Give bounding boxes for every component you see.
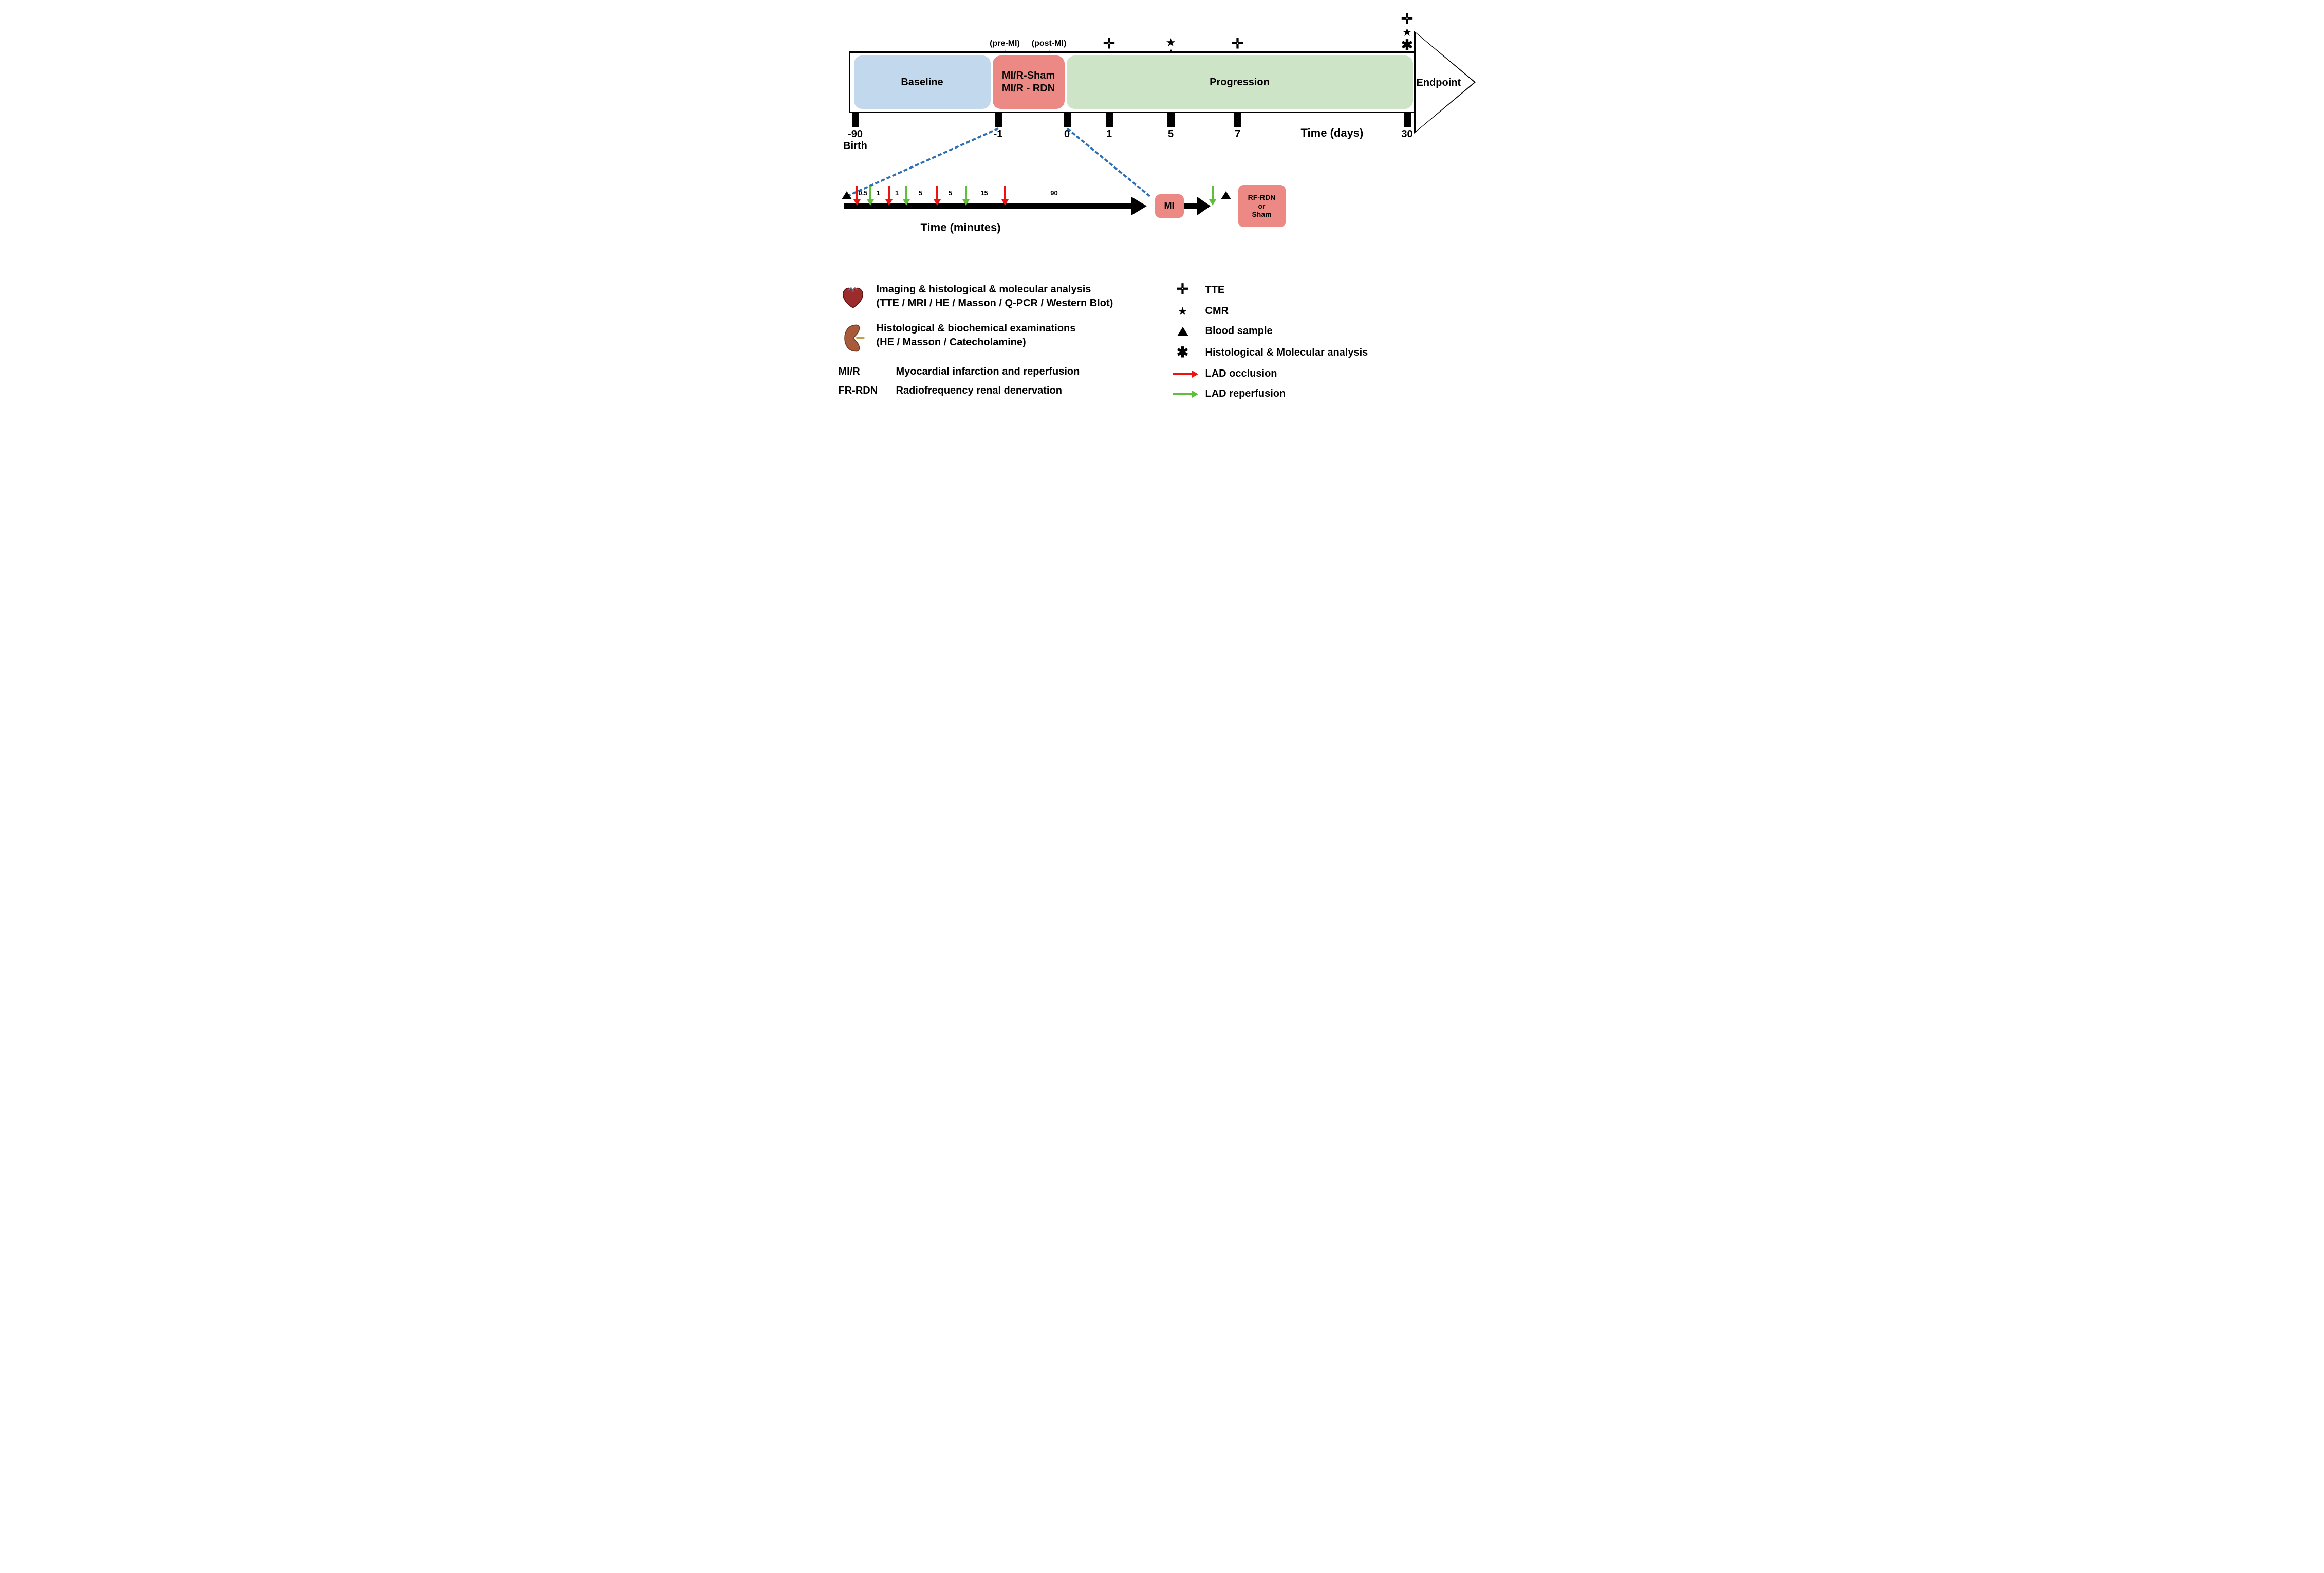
phase-intervention: MI/R-ShamMI/R - RDN	[993, 55, 1065, 109]
mini-box-mi: MI	[1155, 194, 1184, 218]
star-icon: ★	[1401, 27, 1413, 38]
plus-icon: ✛	[1173, 283, 1193, 297]
legend-sym-label: Blood sample	[1205, 325, 1273, 337]
legend-sym-label: CMR	[1205, 305, 1229, 317]
legend-sym-row: Blood sample	[1173, 325, 1486, 337]
tick	[1234, 113, 1241, 127]
reperfusion-arrow-icon	[1173, 393, 1193, 395]
triangle-icon	[1173, 326, 1193, 337]
plus-icon: ✛	[1401, 12, 1413, 27]
legend-sym-row: ★ CMR	[1173, 305, 1486, 317]
phase-progression: Progression	[1067, 55, 1413, 109]
legend-sym-row: LAD reperfusion	[1173, 388, 1486, 400]
abbrev-key: MI/R	[839, 366, 885, 378]
occlusion-arrow-icon	[936, 186, 938, 200]
mini-interval-label: 15	[980, 189, 988, 197]
tick	[852, 113, 859, 127]
tick-label: 30	[1401, 128, 1412, 140]
legend-sym-label: LAD occlusion	[1205, 368, 1277, 380]
triangle-icon	[842, 191, 852, 199]
plus-icon: ✛	[1232, 37, 1243, 51]
tick	[995, 113, 1002, 127]
legend: Imaging & histological & molecular analy…	[839, 283, 1486, 408]
phase-baseline: Baseline	[854, 55, 991, 109]
mini-interval-label: 0.5	[858, 189, 867, 197]
legend-kidney-title: Histological & biochemical examinations	[877, 323, 1076, 334]
legend-kidney-sub: (HE / Masson / Catecholamine)	[877, 337, 1026, 348]
tick	[1404, 113, 1411, 127]
main-timeline: ✛★✛✛★✱ (pre-MI) (post-MI) BaselineMI/R-S…	[839, 21, 1486, 134]
tick	[1106, 113, 1113, 127]
abbrev-row: FR-RDN Radiofrequency renal denervation	[839, 385, 1152, 397]
figure-root: ✛★✛✛★✱ (pre-MI) (post-MI) BaselineMI/R-S…	[839, 21, 1486, 408]
legend-sym-row: ✱ Histological & Molecular analysis	[1173, 345, 1486, 360]
tick-label: 1	[1106, 128, 1112, 140]
endpoint-label: Endpoint	[1417, 77, 1461, 89]
legend-sym-row: ✛ TTE	[1173, 283, 1486, 297]
legend-sym-label: Histological & Molecular analysis	[1205, 347, 1368, 359]
reperfusion-arrow-icon	[905, 186, 907, 200]
plus-icon: ✛	[1103, 37, 1115, 51]
mini-interval-label: 1	[877, 189, 880, 197]
mini-timeline: 0.511551590 MIRF-RDNorSham Time (minutes…	[839, 164, 1486, 262]
abbrev-val: Radiofrequency renal denervation	[896, 385, 1062, 397]
mini-interval-label: 90	[1050, 189, 1057, 197]
abbrev-val: Myocardial infarction and reperfusion	[896, 366, 1080, 378]
post-mi-label: (post-MI)	[1032, 39, 1067, 48]
legend-kidney-row: Histological & biochemical examinations …	[839, 322, 1152, 355]
axis-title-days: Time (days)	[1301, 126, 1364, 140]
occlusion-arrow-icon	[1004, 186, 1006, 200]
asterisk-icon: ✱	[1401, 38, 1413, 52]
abbrev-key: FR-RDN	[839, 385, 885, 397]
legend-sym-label: TTE	[1205, 284, 1225, 296]
pre-mi-label: (pre-MI)	[990, 39, 1020, 48]
triangle-icon	[1221, 191, 1231, 199]
mini-interval-label: 5	[949, 189, 952, 197]
reperfusion-arrow-icon	[1212, 186, 1214, 200]
legend-heart-sub: (TTE / MRI / HE / Masson / Q-PCR / Weste…	[877, 298, 1113, 309]
asterisk-icon: ✱	[1173, 345, 1193, 360]
legend-sym-row: LAD occlusion	[1173, 368, 1486, 380]
reperfusion-arrow-icon	[869, 186, 871, 200]
mini-arrow-head-2	[1197, 197, 1211, 215]
tick-label: 5	[1168, 128, 1174, 140]
tick-label: 7	[1235, 128, 1240, 140]
mini-box-rdn: RF-RDNorSham	[1238, 185, 1286, 227]
axis-title-minutes: Time (minutes)	[921, 221, 1001, 234]
heart-icon	[839, 283, 867, 310]
mini-interval-label: 1	[895, 189, 899, 197]
occlusion-arrow-icon	[888, 186, 890, 200]
star-icon: ★	[1173, 306, 1193, 317]
abbrev-row: MI/R Myocardial infarction and reperfusio…	[839, 366, 1152, 378]
tick	[1064, 113, 1071, 127]
occlusion-arrow-icon	[1173, 373, 1193, 375]
legend-left-col: Imaging & histological & molecular analy…	[839, 283, 1152, 408]
mini-arrow-head	[1131, 197, 1147, 215]
legend-heart-title: Imaging & histological & molecular analy…	[877, 284, 1091, 295]
legend-heart-row: Imaging & histological & molecular analy…	[839, 283, 1152, 310]
legend-kidney-text: Histological & biochemical examinations …	[877, 322, 1076, 349]
mini-interval-label: 5	[919, 189, 922, 197]
star-icon: ★	[1165, 37, 1177, 48]
legend-right-col: ✛ TTE ★ CMR Blood sample ✱ Histological & Mole…	[1173, 283, 1486, 408]
tick	[1167, 113, 1175, 127]
legend-sym-label: LAD reperfusion	[1205, 388, 1286, 400]
occlusion-arrow-icon	[856, 186, 858, 200]
mini-line-2	[1184, 203, 1197, 209]
tick-label: -90Birth	[843, 128, 867, 152]
legend-heart-text: Imaging & histological & molecular analy…	[877, 283, 1113, 310]
reperfusion-arrow-icon	[965, 186, 967, 200]
kidney-icon	[839, 322, 867, 355]
